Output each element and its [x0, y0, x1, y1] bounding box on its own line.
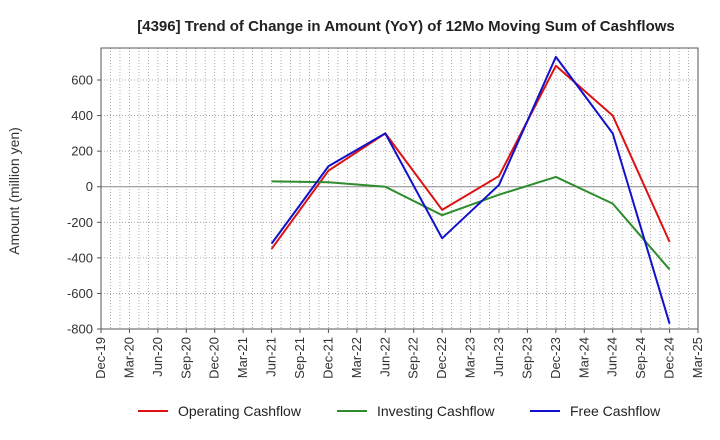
x-tick-label: Mar-21	[235, 337, 250, 378]
x-tick-label: Jun-22	[377, 337, 392, 377]
y-tick-label: 200	[71, 144, 93, 159]
legend-label-free-cashflow: Free Cashflow	[570, 403, 661, 419]
x-tick-label: Sep-23	[519, 337, 534, 379]
x-tick-label: Mar-22	[349, 337, 364, 378]
chart-title: [4396] Trend of Change in Amount (YoY) o…	[137, 18, 675, 35]
x-tick-label: Mar-24	[576, 337, 591, 378]
x-tick-label: Sep-24	[633, 337, 648, 379]
x-tick-label: Sep-22	[406, 337, 421, 379]
series-line-operating-cashflow	[270, 64, 671, 250]
series-lines	[270, 55, 671, 324]
x-tick-label: Mar-23	[463, 337, 478, 378]
x-tick-label: Sep-20	[178, 337, 193, 379]
x-tick-label: Mar-20	[121, 337, 136, 378]
y-tick-label: -800	[67, 322, 93, 337]
series-line-investing-cashflow	[271, 175, 671, 271]
y-tick-label: 600	[71, 73, 93, 88]
x-tick-label: Sep-21	[292, 337, 307, 379]
y-tick-label: -600	[67, 286, 93, 301]
x-tick-label: Jun-23	[491, 337, 506, 377]
legend-label-operating-cashflow: Operating Cashflow	[178, 403, 302, 419]
grid	[100, 48, 699, 330]
x-tick-label: Jun-24	[605, 337, 620, 377]
y-tick-label: -400	[67, 250, 93, 265]
plot-frame	[100, 47, 699, 330]
x-tick-label: Dec-22	[434, 337, 449, 379]
series-line-free-cashflow	[270, 55, 671, 324]
x-tick-label: Dec-24	[662, 337, 677, 379]
x-tick-label: Dec-20	[207, 337, 222, 379]
y-tick-label: -200	[67, 215, 93, 230]
legend: Operating Cashflow Investing Cashflow Free…	[138, 403, 661, 419]
legend-label-investing-cashflow: Investing Cashflow	[377, 403, 495, 419]
x-tick-label: Dec-19	[93, 337, 108, 379]
x-tick-label: Dec-23	[548, 337, 563, 379]
y-tick-label: 400	[71, 108, 93, 123]
x-tick-label: Dec-21	[320, 337, 335, 379]
x-tick-label: Jun-21	[264, 337, 279, 377]
x-tick-label: Jun-20	[150, 337, 165, 377]
y-axis-label: Amount (million yen)	[6, 127, 22, 255]
y-tick-label: 0	[86, 179, 93, 194]
x-tick-label: Mar-25	[690, 337, 705, 378]
axes: -800 -600 -400 -200 0 200 400 600 Dec-19 Mar-20 Ju…	[67, 47, 705, 379]
